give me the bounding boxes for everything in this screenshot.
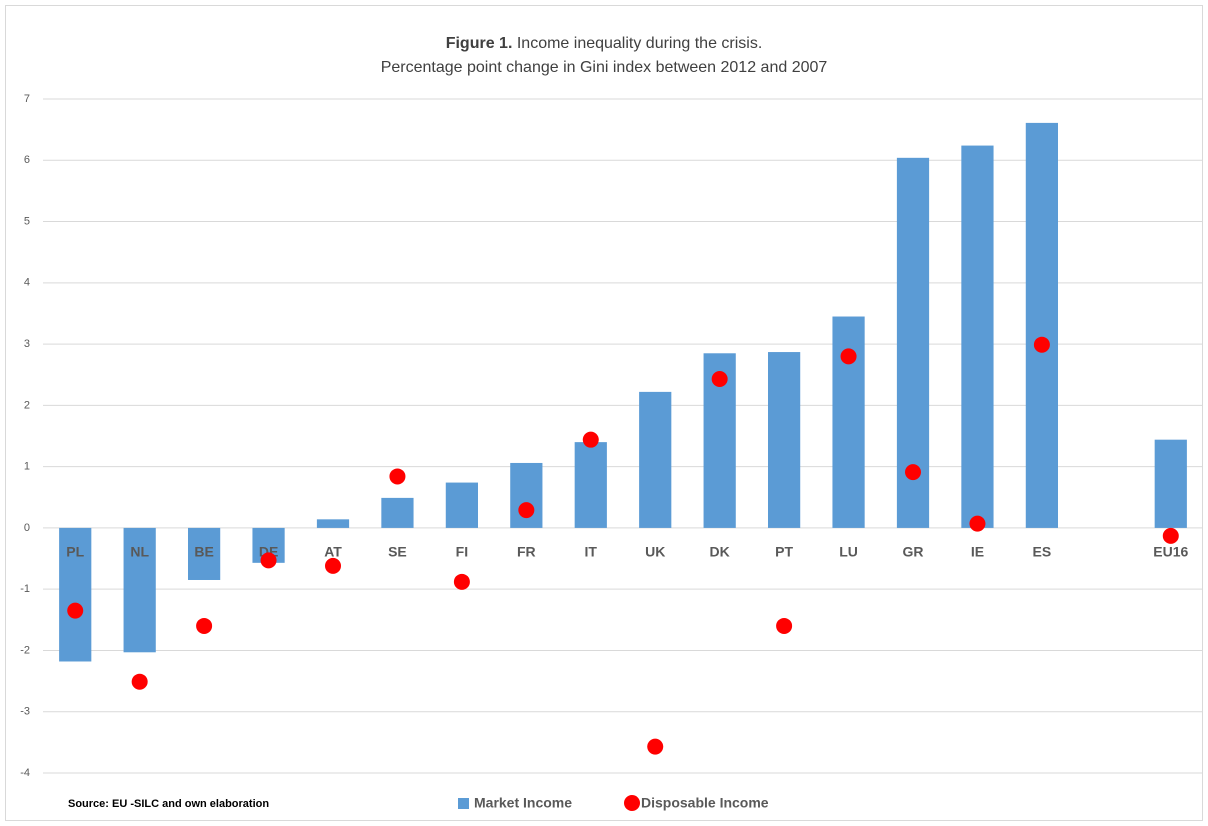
y-tick-label: -2: [20, 644, 30, 656]
bar: [961, 145, 994, 528]
bar: [381, 497, 414, 528]
bar: [510, 462, 543, 528]
bar: [639, 391, 672, 528]
legend-swatch: [458, 798, 469, 809]
y-tick-label: 3: [24, 338, 30, 350]
y-tick-label: 5: [24, 215, 30, 227]
chart-title: Figure 1. Income inequality during the c…: [446, 35, 763, 52]
dot: [1033, 336, 1050, 353]
x-tick-label: AT: [324, 544, 342, 560]
bar: [188, 527, 221, 580]
dot: [647, 738, 664, 755]
x-tick-label: LU: [839, 544, 858, 560]
dot: [67, 602, 84, 619]
dot: [711, 371, 728, 388]
y-tick-label: 4: [24, 277, 30, 289]
x-tick-label: ES: [1033, 544, 1052, 560]
bar: [832, 316, 865, 528]
dot: [131, 673, 148, 690]
dot: [389, 468, 406, 485]
dot: [776, 617, 793, 634]
chart-border: [5, 5, 1203, 821]
legend-swatch: [624, 795, 640, 811]
bar: [445, 482, 478, 528]
title-text: Income inequality during the crisis.: [517, 35, 762, 52]
title-label: Figure 1.: [446, 35, 513, 52]
dot: [518, 502, 535, 519]
x-tick-label: DK: [710, 544, 730, 560]
x-tick-label: EU16: [1153, 544, 1188, 560]
x-tick-label: NL: [130, 544, 149, 560]
y-tick-label: 2: [24, 399, 30, 411]
y-tick-label: 1: [24, 461, 30, 473]
x-tick-label: GR: [903, 544, 924, 560]
dot: [969, 515, 986, 532]
y-tick-label: 0: [24, 522, 30, 534]
x-tick-label: FI: [456, 544, 468, 560]
x-tick-label: UK: [645, 544, 665, 560]
dot: [1162, 527, 1179, 544]
dot: [260, 552, 277, 569]
x-tick-label: PL: [66, 544, 84, 560]
y-tick-label: 6: [24, 154, 30, 166]
y-tick-label: 7: [24, 93, 30, 105]
source-note: Source: EU -SILC and own elaboration: [68, 798, 269, 810]
x-tick-label: FR: [517, 544, 536, 560]
dot: [196, 617, 213, 634]
bar: [123, 527, 156, 653]
y-tick-label: -1: [20, 583, 30, 595]
y-tick-label: -4: [20, 767, 30, 779]
dot: [905, 464, 921, 481]
chart-subtitle: Percentage point change in Gini index be…: [381, 59, 828, 76]
bar: [768, 352, 801, 528]
x-tick-label: IE: [971, 544, 984, 560]
x-tick-label: IT: [585, 544, 598, 560]
x-tick-label: BE: [194, 544, 213, 560]
legend-label: Market Income: [474, 795, 572, 811]
x-tick-label: SE: [388, 544, 407, 560]
bar: [1154, 439, 1187, 528]
legend-label: Disposable Income: [641, 795, 769, 811]
x-tick-label: PT: [775, 544, 793, 560]
dot: [325, 557, 341, 574]
dot: [840, 348, 857, 365]
y-tick-label: -3: [20, 706, 30, 718]
dot: [453, 573, 470, 590]
bar: [574, 442, 607, 528]
bar: [1025, 122, 1058, 528]
dot: [582, 431, 599, 448]
bar: [316, 519, 350, 528]
bar: [59, 527, 92, 662]
